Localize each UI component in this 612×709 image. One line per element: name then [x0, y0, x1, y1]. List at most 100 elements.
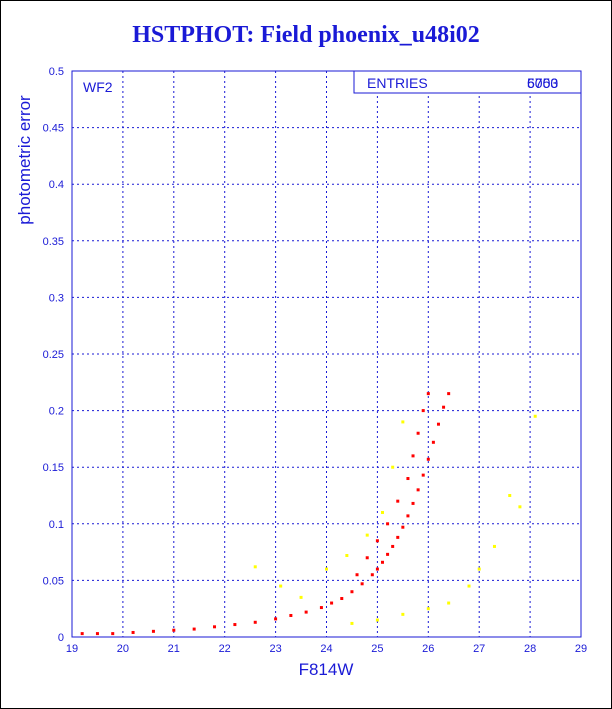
y-tick-label: 0.45 — [43, 123, 64, 135]
data-point — [375, 567, 379, 571]
x-tick-label: 28 — [524, 643, 536, 655]
data-point — [421, 473, 425, 477]
data-point — [386, 522, 390, 526]
x-tick-label: 26 — [422, 643, 434, 655]
data-point — [442, 405, 446, 409]
data-point — [131, 630, 135, 634]
y-tick-label: 0.3 — [49, 292, 64, 304]
data-point — [360, 582, 364, 586]
x-axis-label: F814W — [299, 660, 354, 679]
data-point — [396, 499, 400, 503]
data-point — [401, 612, 405, 616]
data-point — [370, 573, 374, 577]
x-tick-label: 23 — [269, 643, 281, 655]
y-axis-label: photometric error — [15, 95, 34, 225]
y-tick-label: 0.25 — [43, 349, 64, 361]
data-point — [213, 625, 217, 629]
y-tick-label: 0.1 — [49, 519, 64, 531]
data-point — [95, 632, 99, 636]
data-point — [391, 465, 395, 469]
data-point — [233, 623, 237, 627]
data-point — [426, 392, 430, 396]
data-point — [355, 573, 359, 577]
data-point — [447, 392, 451, 396]
y-tick-label: 0.15 — [43, 462, 64, 474]
y-tick-label: 0 — [58, 632, 64, 644]
data-point — [151, 629, 155, 633]
data-point — [380, 560, 384, 564]
data-point — [467, 584, 471, 588]
stats-box: ENTRIES 5700 6053 — [353, 70, 582, 94]
data-point — [350, 590, 354, 594]
data-point — [380, 510, 384, 514]
data-point — [289, 613, 293, 617]
data-points — [80, 392, 537, 636]
data-point — [375, 539, 379, 543]
data-point — [411, 501, 415, 505]
data-point — [253, 565, 257, 569]
data-point — [401, 525, 405, 529]
data-point — [406, 514, 410, 518]
stats-box-value-a: 5700 — [527, 75, 558, 91]
data-point — [426, 457, 430, 461]
data-point — [533, 414, 537, 418]
annotation-label: WF2 — [83, 79, 113, 95]
data-point — [411, 454, 415, 458]
stats-box-label: ENTRIES — [367, 75, 428, 91]
data-point — [375, 618, 379, 622]
y-tick-labels: 0 0.05 0.1 0.15 0.2 0.25 0.3 0.35 0.4 0.45 0.5 — [43, 66, 64, 644]
y-tick-label: 0.5 — [49, 66, 64, 78]
y-tick-label: 0.05 — [43, 575, 64, 587]
data-point — [111, 632, 115, 636]
data-point — [299, 595, 303, 599]
data-point — [340, 597, 344, 601]
data-point — [274, 617, 278, 621]
data-point — [447, 601, 451, 605]
y-tick-label: 0.4 — [49, 179, 64, 191]
data-point — [477, 567, 481, 571]
y-tick-label: 0.2 — [49, 406, 64, 418]
data-point — [325, 567, 328, 571]
data-point — [426, 607, 430, 611]
grid-lines — [72, 71, 581, 637]
data-point — [436, 422, 440, 426]
data-point — [365, 556, 369, 560]
data-point — [172, 628, 176, 632]
data-point — [345, 553, 349, 557]
data-point — [350, 621, 354, 625]
x-tick-label: 21 — [168, 643, 180, 655]
stats-box-value-b: 6053 — [527, 75, 558, 91]
data-point — [386, 552, 390, 556]
data-point — [80, 632, 84, 636]
x-tick-labels: 19 20 21 22 23 24 25 26 27 28 29 — [66, 643, 587, 655]
data-point — [330, 601, 334, 605]
data-point — [406, 477, 410, 481]
data-point — [304, 610, 308, 614]
y-tick-label: 0.35 — [43, 236, 64, 248]
plot-area-border — [71, 70, 582, 638]
data-point — [492, 544, 496, 548]
data-point — [518, 505, 522, 509]
data-point — [279, 584, 283, 588]
x-tick-label: 20 — [117, 643, 129, 655]
data-point — [319, 606, 323, 610]
data-point — [365, 533, 369, 537]
x-tick-label: 22 — [219, 643, 231, 655]
data-point — [416, 431, 420, 435]
data-point — [508, 494, 512, 497]
x-tick-label: 24 — [320, 643, 332, 655]
data-point — [192, 627, 196, 631]
data-point — [401, 420, 405, 424]
x-tick-label: 25 — [371, 643, 383, 655]
data-point — [396, 535, 400, 539]
x-tick-label: 27 — [473, 643, 485, 655]
data-point — [391, 544, 395, 548]
x-tick-label: 29 — [575, 643, 587, 655]
chart-title: HSTPHOT: Field phoenix_u48i02 — [132, 22, 480, 48]
x-tick-label: 19 — [66, 643, 78, 655]
data-point — [421, 409, 425, 413]
data-point — [416, 488, 420, 492]
data-point — [431, 440, 435, 444]
data-point — [253, 620, 257, 624]
